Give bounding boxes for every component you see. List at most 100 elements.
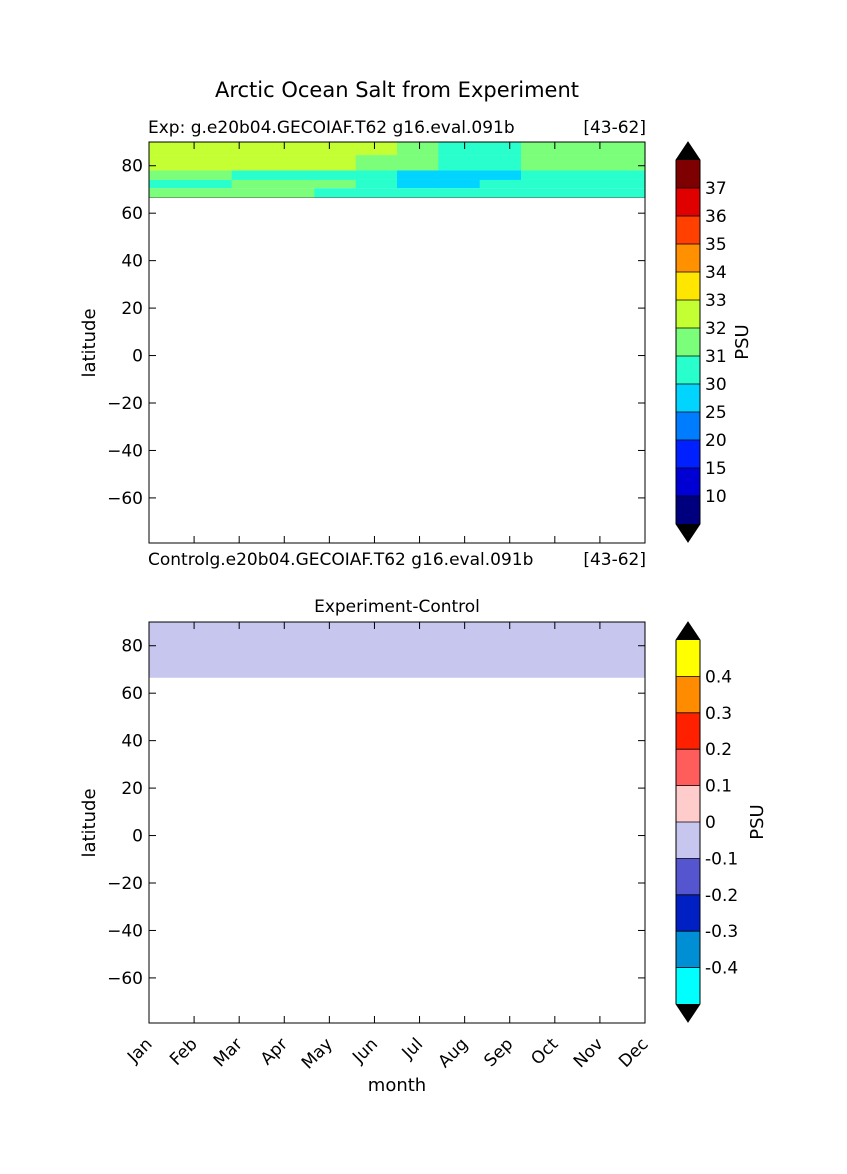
ytick-label: −20 (107, 874, 143, 894)
colorbar-segment (676, 244, 700, 273)
salt-cell (521, 188, 563, 198)
salt-cell (521, 155, 563, 171)
experiment-title: Exp: g.e20b04.GECOIAF.T62 g16.eval.091b (148, 118, 515, 138)
salt-cell (231, 179, 274, 189)
ytick-label: −60 (107, 489, 143, 509)
xtick-label: Aug (435, 1034, 473, 1072)
salt-cell (397, 188, 439, 198)
experiment-colorbar: 10 15 20 25 30 31 32 33 34 35 36 37 PSU (675, 141, 753, 543)
colorbar-segment (676, 496, 700, 525)
ytick-label: 60 (121, 684, 143, 704)
colorbar-segment (676, 967, 700, 1005)
xtick-label: Jan (123, 1034, 156, 1067)
colorbar-segment (676, 822, 700, 859)
salt-cell (190, 179, 233, 189)
salt-cell (397, 142, 439, 156)
salt-cell (562, 155, 605, 171)
colorbar-segment (676, 412, 700, 441)
salt-cell (479, 188, 522, 198)
colorbar-tick-label: -0.4 (705, 959, 738, 979)
salt-cell (190, 142, 233, 156)
colorbar-segment (676, 931, 700, 968)
difference-xlabel: month (368, 1075, 426, 1096)
difference-title: Experiment-Control (314, 597, 480, 617)
ytick-label: −20 (107, 394, 143, 414)
colorbar-tick-label: 15 (705, 459, 727, 479)
ytick-label: 60 (121, 204, 143, 224)
colorbar-segment (676, 440, 700, 469)
xtick-label: Dec (615, 1034, 652, 1071)
salt-cell (190, 188, 233, 198)
colorbar-tick-label: 35 (705, 235, 727, 255)
salt-cell (603, 188, 646, 198)
difference-plot-area: −60 −40 −20 0 20 40 60 80 Jan Feb Mar Apr May Jun Jul A… (107, 621, 653, 1073)
xtick-label: Nov (570, 1034, 608, 1072)
ytick-label: 20 (121, 299, 143, 319)
colorbar-tick-label: -0.2 (705, 886, 738, 906)
colorbar-segment (676, 676, 700, 714)
ytick-label: −60 (107, 969, 143, 989)
salt-cell (521, 179, 563, 189)
salt-cell (603, 155, 646, 171)
colorbar-tick-label: 0.4 (705, 667, 732, 687)
colorbar-tick-label: 30 (705, 375, 727, 395)
salt-cell (314, 170, 357, 180)
colorbar-tick-label: 0.2 (705, 740, 732, 760)
colorbar-segment (676, 712, 700, 750)
colorbar-segment (676, 858, 700, 896)
difference-field (149, 622, 645, 678)
colorbar-segment (676, 468, 700, 497)
ytick-label: 80 (121, 157, 143, 177)
salt-cell (521, 170, 563, 180)
colorbar-tick-label: 0 (705, 813, 716, 833)
salt-cell (438, 170, 481, 180)
xtick-label: Sep (480, 1034, 517, 1071)
ytick-label: 20 (121, 779, 143, 799)
salt-cell (603, 142, 646, 156)
salt-cell (479, 170, 522, 180)
colorbar-label: PSU (747, 804, 768, 839)
experiment-years: [43-62] (583, 118, 646, 138)
colorbar-tick-label: 37 (705, 179, 727, 199)
salt-cell (355, 155, 398, 171)
salt-cell (231, 188, 274, 198)
salt-cell (314, 155, 357, 171)
colorbar-segment (676, 640, 700, 677)
colorbar-tick-label: 36 (705, 207, 727, 227)
salt-cell (438, 155, 481, 171)
xtick-label: May (298, 1034, 337, 1073)
salt-cell (562, 179, 605, 189)
salt-cell (479, 179, 522, 189)
salt-cell (438, 179, 481, 189)
difference-colorbar: -0.4 -0.3 -0.2 -0.1 0 0.1 0.2 0.3 0.4 PSU (675, 621, 768, 1023)
salt-cell (562, 170, 605, 180)
salt-cell (149, 188, 191, 198)
salt-cell (521, 142, 563, 156)
salt-cell (562, 142, 605, 156)
colorbar-segment (676, 328, 700, 357)
colorbar-tick-label: 25 (705, 403, 727, 423)
salt-cell (438, 188, 481, 198)
ytick-label: −40 (107, 441, 143, 461)
experiment-ylabel: latitude (79, 308, 100, 377)
salt-cell (149, 155, 191, 171)
salt-cell (149, 170, 191, 180)
salt-cell (603, 170, 646, 180)
salt-cell (149, 142, 191, 156)
salt-cell (149, 179, 191, 189)
salt-cell (190, 155, 233, 171)
salt-cell (273, 179, 315, 189)
xtick-label: Jul (398, 1034, 427, 1063)
salt-cell (231, 142, 274, 156)
salt-cell (479, 155, 522, 171)
salt-cell (397, 155, 439, 171)
ytick-label: 40 (121, 252, 143, 272)
salt-cell (231, 155, 274, 171)
colorbar-segment (676, 160, 700, 189)
salt-cell (231, 170, 274, 180)
colorbar-tick-label: -0.1 (705, 849, 738, 869)
salt-cell (355, 179, 398, 189)
colorbar-tick-label: 0.1 (705, 777, 732, 797)
colorbar-extend-low (676, 1004, 700, 1022)
